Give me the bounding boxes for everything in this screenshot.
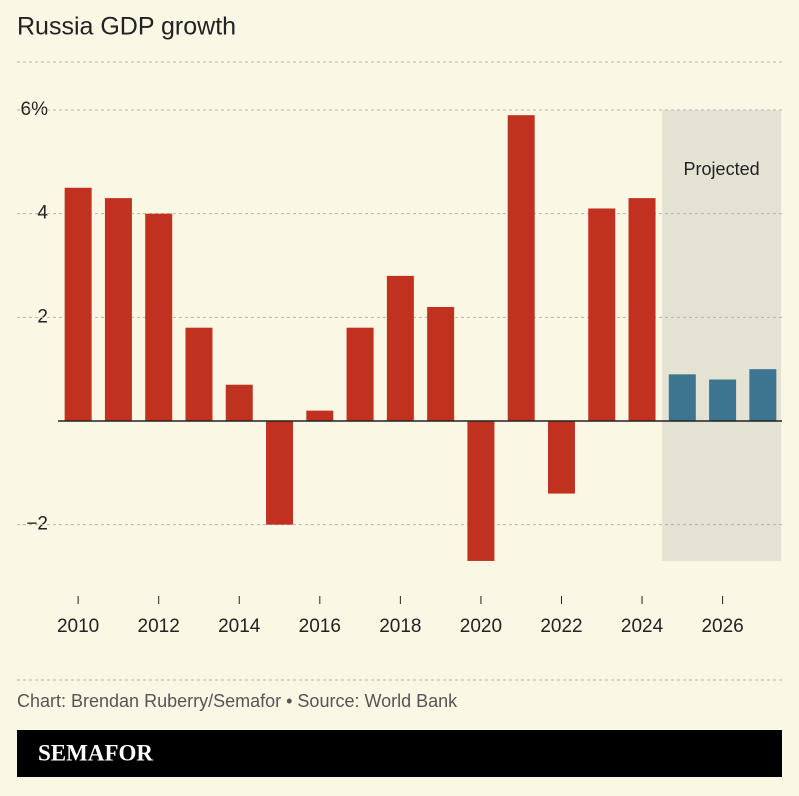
x-tick-label: 2018 <box>379 616 421 637</box>
bar <box>386 275 414 421</box>
x-tick-label: 2022 <box>540 616 582 637</box>
bar <box>266 421 294 525</box>
x-tick-label: 2012 <box>138 616 180 637</box>
bar <box>145 213 173 421</box>
x-tick-label: 2026 <box>701 616 743 637</box>
bar <box>749 369 777 421</box>
bar <box>225 384 253 421</box>
x-tick-label: 2010 <box>57 616 99 637</box>
chart-title: Russia GDP growth <box>17 13 236 41</box>
x-tick-label: 2016 <box>299 616 341 637</box>
bar <box>427 306 455 421</box>
bar <box>628 198 656 421</box>
bar <box>104 198 132 421</box>
bar <box>185 327 213 421</box>
region-label: Projected <box>684 159 760 179</box>
x-tick-label: 2020 <box>460 616 502 637</box>
bar <box>588 208 616 421</box>
brand: SEMAFOR <box>38 740 153 765</box>
bar <box>64 187 92 421</box>
shaded-region <box>662 110 781 561</box>
bar <box>507 115 535 421</box>
bar <box>547 421 575 494</box>
brand-bar <box>17 730 782 777</box>
bar <box>346 327 374 421</box>
bar <box>467 421 495 561</box>
source-note: Chart: Brendan Ruberry/Semafor • Source:… <box>17 691 458 711</box>
bar <box>709 379 737 421</box>
x-tick-label: 2024 <box>621 616 664 637</box>
bar <box>306 410 334 421</box>
bar <box>668 374 696 421</box>
y-tick-label: 6% <box>21 99 49 120</box>
x-tick-label: 2014 <box>218 616 261 637</box>
